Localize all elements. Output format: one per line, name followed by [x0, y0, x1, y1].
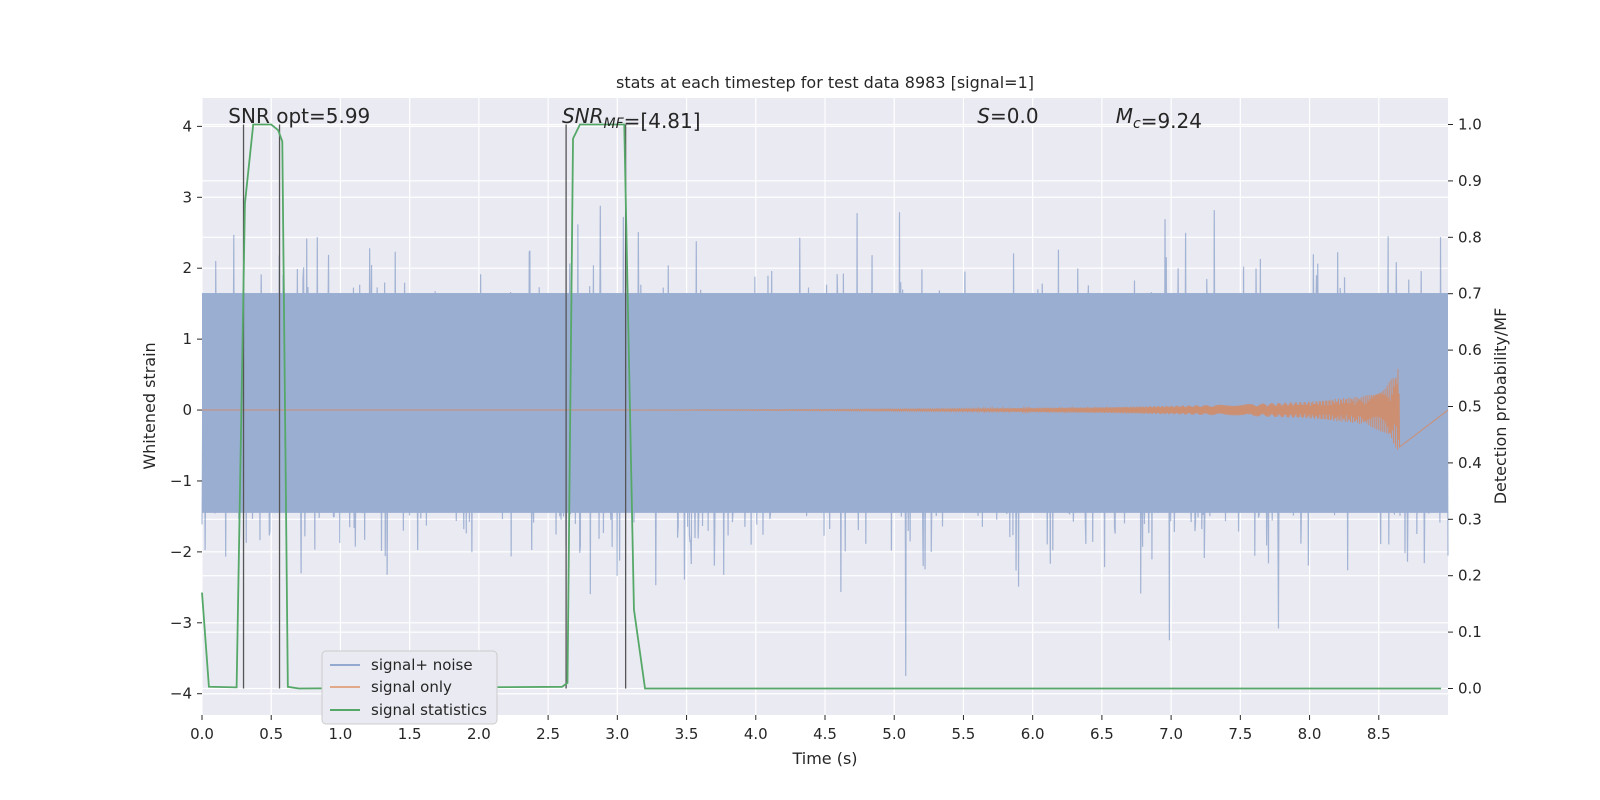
x-tick-17: 8.5 — [1367, 725, 1391, 743]
x-tick-labels: 0.0 0.5 1.0 1.5 2.0 2.5 3.0 3.5 4.0 4.5 5.0 5.5 6.0 6… — [190, 715, 1391, 743]
x-tick-14: 7.0 — [1159, 725, 1183, 743]
y-left-tick-labels: 4 3 2 1 0 −1 −2 −3 −4 — [170, 117, 202, 703]
x-tick-6: 3.0 — [605, 725, 629, 743]
y-axis-right-label: Detection probability/MF — [1491, 308, 1510, 505]
legend-box — [321, 650, 498, 725]
yr-tick-8: 0.2 — [1458, 567, 1482, 585]
yr-tick-6: 0.4 — [1458, 454, 1482, 472]
x-tick-12: 6.0 — [1021, 725, 1045, 743]
annotation-2: S=0.0 — [977, 104, 1038, 128]
yl-tick-6: −2 — [170, 543, 192, 561]
legend: signal+ noise signal only signal statist… — [321, 650, 498, 725]
x-tick-11: 5.5 — [952, 725, 976, 743]
x-tick-7: 3.5 — [675, 725, 699, 743]
yr-tick-1: 0.9 — [1458, 172, 1482, 190]
yl-tick-7: −3 — [170, 614, 192, 632]
x-tick-15: 7.5 — [1228, 725, 1252, 743]
yl-tick-2: 2 — [182, 259, 192, 277]
series-signal-only — [202, 368, 1449, 450]
yl-tick-1: 3 — [182, 188, 192, 206]
x-tick-5: 2.5 — [536, 725, 560, 743]
x-tick-9: 4.5 — [813, 725, 837, 743]
stats-line — [201, 123, 1442, 690]
yr-tick-9: 0.1 — [1458, 623, 1482, 641]
yr-tick-5: 0.5 — [1458, 398, 1482, 416]
yr-tick-3: 0.7 — [1458, 285, 1482, 303]
yl-tick-5: −1 — [170, 472, 192, 490]
legend-label-signal: signal only — [371, 678, 452, 696]
annotation-3: Mc=9.24 — [1116, 104, 1202, 133]
y-right-tick-labels: 1.0 0.9 0.8 0.7 0.6 0.5 0.4 0.3 0.2 0.1 0.0 — [1448, 116, 1482, 697]
x-tick-13: 6.5 — [1090, 725, 1114, 743]
x-tick-1: 0.5 — [259, 725, 283, 743]
y-axis-left-label: Whitened strain — [140, 342, 159, 469]
yl-tick-4: 0 — [182, 401, 192, 419]
yl-tick-8: −4 — [170, 685, 192, 703]
x-tick-0: 0.0 — [190, 725, 214, 743]
series-signal-noise — [201, 205, 1449, 676]
chart-title: stats at each timestep for test data 898… — [616, 73, 1034, 92]
yr-tick-4: 0.6 — [1458, 341, 1482, 359]
annotations: SNR opt=5.99 SNRMF=[4.81] S=0.0 Mc=9.24 — [228, 104, 1202, 133]
x-axis-label: Time (s) — [791, 749, 857, 768]
x-tick-2: 1.0 — [329, 725, 353, 743]
yr-tick-7: 0.3 — [1458, 510, 1482, 528]
noise-band — [202, 293, 1448, 513]
annotation-0: SNR opt=5.99 — [228, 104, 370, 128]
yr-tick-10: 0.0 — [1458, 679, 1482, 697]
legend-label-stats: signal statistics — [371, 701, 487, 719]
yl-tick-0: 4 — [182, 117, 192, 135]
yr-tick-2: 0.8 — [1458, 228, 1482, 246]
legend-label-noise: signal+ noise — [371, 656, 473, 674]
yr-tick-0: 1.0 — [1458, 116, 1482, 134]
x-tick-4: 2.0 — [467, 725, 491, 743]
yl-tick-3: 1 — [182, 330, 192, 348]
x-tick-16: 8.0 — [1298, 725, 1322, 743]
signal-line — [202, 368, 1449, 450]
x-tick-8: 4.0 — [744, 725, 768, 743]
series-signal-statistics — [201, 123, 1442, 690]
annotation-1: SNRMF=[4.81] — [562, 104, 701, 133]
x-tick-10: 5.0 — [882, 725, 906, 743]
x-tick-3: 1.5 — [398, 725, 422, 743]
